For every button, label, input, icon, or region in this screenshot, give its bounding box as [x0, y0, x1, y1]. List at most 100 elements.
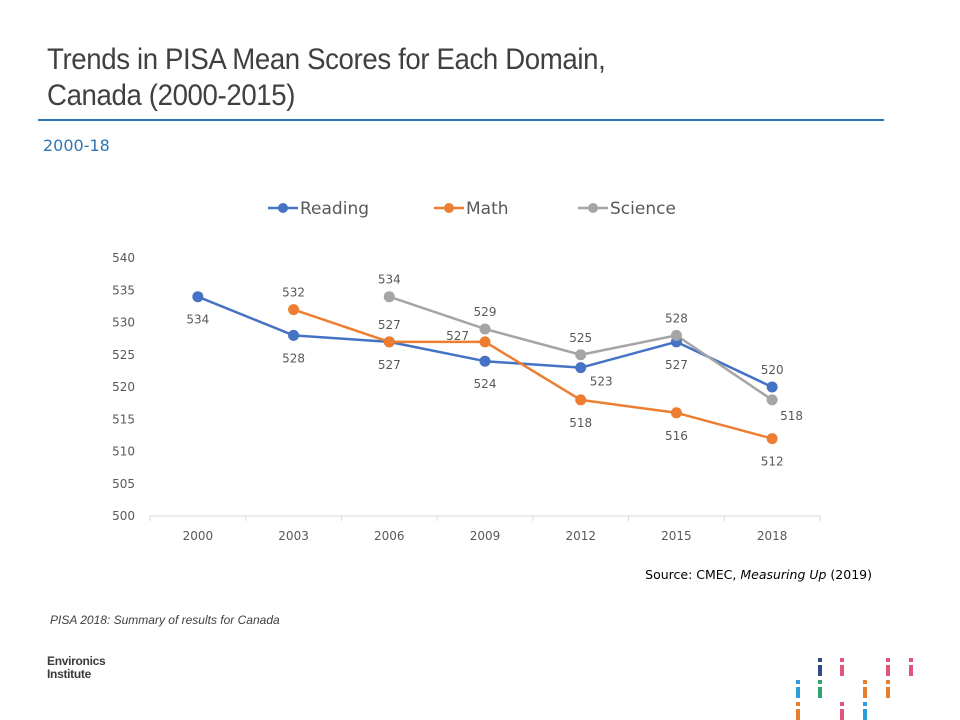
- i-stem-shape: [886, 665, 890, 676]
- math-legend-marker: [444, 203, 454, 213]
- science-point: [670, 329, 682, 341]
- i-stem-shape: [840, 709, 844, 720]
- i-dot-shape: [886, 658, 890, 662]
- x-tick-label: 2003: [278, 529, 309, 543]
- i-dot-shape: [863, 680, 867, 684]
- science-data-label: 534: [378, 273, 401, 287]
- science-point: [766, 394, 778, 406]
- math-line: [293, 308, 773, 440]
- source-note: Source: CMEC, Measuring Up (2019): [645, 567, 872, 582]
- y-tick-label: 540: [112, 251, 135, 265]
- reading-data-label: 524: [474, 377, 497, 391]
- science-point: [479, 323, 491, 335]
- i-stem-shape: [796, 687, 800, 698]
- y-tick-label: 530: [112, 316, 135, 330]
- science-data-label: 529: [474, 305, 497, 319]
- series-points: [192, 291, 778, 445]
- x-tick-label: 2000: [183, 529, 214, 543]
- reading-data-label: 527: [665, 358, 688, 372]
- x-tick-label: 2009: [470, 529, 501, 543]
- page-title: Trends in PISA Mean Scores for Each Doma…: [47, 42, 606, 114]
- math-data-label: 532: [282, 286, 305, 300]
- i-stem-shape: [840, 665, 844, 676]
- x-tick-label: 2018: [757, 529, 788, 543]
- footnote: PISA 2018: Summary of results for Canada: [50, 613, 280, 627]
- math-data-label: 527: [446, 329, 469, 343]
- x-tick-label: 2015: [661, 529, 692, 543]
- reading-point: [192, 291, 204, 303]
- i-stem-shape: [863, 709, 867, 720]
- math-data-label: 527: [378, 318, 401, 332]
- science-point: [575, 349, 587, 361]
- source-publication: Measuring Up: [740, 567, 827, 582]
- y-tick-label: 505: [112, 477, 135, 491]
- i-dot-shape: [818, 658, 822, 662]
- y-tick-label: 525: [112, 348, 135, 362]
- i-dot-shape: [818, 680, 822, 684]
- math-data-label: 518: [569, 416, 592, 430]
- math-point: [575, 394, 587, 406]
- y-tick-label: 500: [112, 509, 135, 523]
- reading-data-label: 523: [590, 375, 613, 389]
- reading-data-label: 528: [282, 351, 305, 365]
- reading-legend-label: Reading: [300, 199, 369, 219]
- reading-point: [479, 355, 491, 367]
- reading-point: [288, 329, 300, 341]
- math-point: [766, 433, 778, 445]
- reading-data-label: 520: [761, 363, 784, 377]
- science-line: [388, 295, 773, 401]
- y-tick-label: 535: [112, 283, 135, 297]
- science-legend-marker: [588, 203, 598, 213]
- environics-logo: Environics Institute: [47, 654, 106, 681]
- i-dot-shape: [886, 680, 890, 684]
- period-subtitle: 2000-18: [43, 136, 110, 155]
- title-divider: [38, 119, 884, 121]
- i-stem-shape: [909, 665, 913, 676]
- reading-point: [575, 362, 587, 374]
- i-stem-shape: [818, 665, 822, 676]
- math-point: [479, 336, 491, 348]
- i-dot-shape: [840, 702, 844, 706]
- source-suffix: (2019): [826, 567, 872, 582]
- page-title-line-2: Canada (2000-2015): [47, 79, 296, 112]
- i-dot-shape: [909, 658, 913, 662]
- i-dot-shape: [796, 680, 800, 684]
- math-point: [288, 304, 300, 316]
- y-tick-label: 520: [112, 380, 135, 394]
- logo-line-2: Institute: [47, 667, 91, 681]
- reading-legend-marker: [278, 203, 288, 213]
- logo-line-1: Environics: [47, 654, 106, 668]
- science-data-label: 525: [569, 331, 592, 345]
- x-axis: 2000 2003 2006 2009 2012 2015 2018: [149, 515, 821, 543]
- math-point: [383, 336, 395, 348]
- y-axis: 500 505 510 515 520 525 530 535 540: [112, 251, 135, 523]
- math-data-label: 516: [665, 429, 688, 443]
- page-title-line-1: Trends in PISA Mean Scores for Each Doma…: [47, 43, 606, 76]
- x-tick-label: 2006: [374, 529, 405, 543]
- math-point: [670, 407, 682, 419]
- science-data-label: 518: [780, 409, 803, 423]
- i-stem-shape: [863, 687, 867, 698]
- science-point: [383, 291, 395, 303]
- math-data-label: 512: [761, 455, 784, 469]
- x-tick-label: 2012: [565, 529, 596, 543]
- reading-data-label: 527: [378, 358, 401, 372]
- reading-data-label: 534: [186, 313, 209, 327]
- reading-point: [766, 381, 778, 393]
- i-stem-shape: [796, 709, 800, 720]
- y-tick-label: 510: [112, 445, 135, 459]
- science-data-label: 528: [665, 311, 688, 325]
- i-dot-shape: [863, 702, 867, 706]
- chart-legend: Reading Math Science: [268, 199, 676, 219]
- source-prefix: Source: CMEC,: [645, 567, 741, 582]
- decorative-i-pattern: [796, 658, 913, 720]
- i-stem-shape: [886, 687, 890, 698]
- y-tick-label: 515: [112, 412, 135, 426]
- i-stem-shape: [818, 687, 822, 698]
- math-legend-label: Math: [466, 199, 509, 219]
- i-dot-shape: [796, 702, 800, 706]
- science-legend-label: Science: [610, 199, 676, 219]
- i-dot-shape: [840, 658, 844, 662]
- data-labels: 534 528 527 524 523 527 520 532 527 527 518 516 512 5…: [186, 273, 803, 469]
